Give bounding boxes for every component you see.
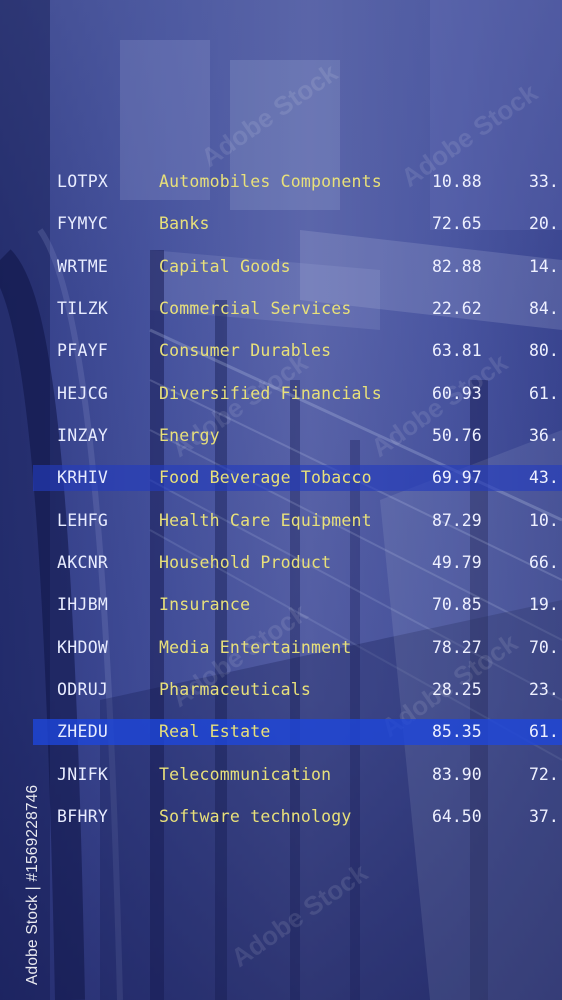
price-value: 63.81 — [432, 341, 482, 360]
change-value: 20. — [529, 214, 559, 233]
sector-name: Software technology — [159, 807, 352, 826]
price-value: 69.97 — [432, 468, 482, 487]
sector-name: Consumer Durables — [159, 341, 332, 360]
price-value: 72.65 — [432, 214, 482, 233]
table-row: WRTME Capital Goods 82.88 14. — [33, 254, 562, 280]
price-value: 83.90 — [432, 765, 482, 784]
change-value: 14. — [529, 257, 559, 276]
price-value: 87.29 — [432, 511, 482, 530]
table-row: ODRUJ Pharmaceuticals 28.25 23. — [33, 677, 562, 703]
ticker-symbol: ODRUJ — [57, 680, 109, 699]
ticker-symbol: KHDOW — [57, 638, 109, 657]
table-row: KRHIV Food Beverage Tobacco 69.97 43. — [33, 465, 562, 491]
sector-name: Real Estate — [159, 722, 271, 741]
ticker-symbol: WRTME — [57, 257, 109, 276]
price-value: 85.35 — [432, 722, 482, 741]
price-value: 82.88 — [432, 257, 482, 276]
change-value: 84. — [529, 299, 559, 318]
price-value: 60.93 — [432, 384, 482, 403]
sector-name: Automobiles Components — [159, 172, 382, 191]
table-row: INZAY Energy 50.76 36. — [33, 423, 562, 449]
ticker-symbol: PFAYF — [57, 341, 109, 360]
price-value: 49.79 — [432, 553, 482, 572]
price-value: 64.50 — [432, 807, 482, 826]
price-value: 10.88 — [432, 172, 482, 191]
table-row: FYMYC Banks 72.65 20. — [33, 211, 562, 237]
table-row: KHDOW Media Entertainment 78.27 70. — [33, 635, 562, 661]
ticker-symbol: FYMYC — [57, 214, 109, 233]
ticker-symbol: BFHRY — [57, 807, 109, 826]
ticker-symbol: AKCNR — [57, 553, 109, 572]
sector-name: Capital Goods — [159, 257, 291, 276]
table-row: TILZK Commercial Services 22.62 84. — [33, 296, 562, 322]
ticker-symbol: TILZK — [57, 299, 109, 318]
ticker-symbol: LOTPX — [57, 172, 109, 191]
change-value: 61. — [529, 722, 559, 741]
ticker-symbol: INZAY — [57, 426, 109, 445]
table-row: PFAYF Consumer Durables 63.81 80. — [33, 338, 562, 364]
sector-name: Household Product — [159, 553, 332, 572]
change-value: 36. — [529, 426, 559, 445]
ticker-symbol: KRHIV — [57, 468, 109, 487]
table-row: ZHEDU Real Estate 85.35 61. — [33, 719, 562, 745]
sector-name: Media Entertainment — [159, 638, 352, 657]
price-value: 22.62 — [432, 299, 482, 318]
sector-name: Food Beverage Tobacco — [159, 468, 372, 487]
sector-name: Commercial Services — [159, 299, 352, 318]
ticker-symbol: LEHFG — [57, 511, 109, 530]
table-row: IHJBM Insurance 70.85 19. — [33, 592, 562, 618]
change-value: 72. — [529, 765, 559, 784]
change-value: 33. — [529, 172, 559, 191]
ticker-symbol: HEJCG — [57, 384, 109, 403]
sector-name: Telecommunication — [159, 765, 332, 784]
table-row: BFHRY Software technology 64.50 37. — [33, 804, 562, 830]
ticker-symbol: JNIFK — [57, 765, 109, 784]
table-row: HEJCG Diversified Financials 60.93 61. — [33, 381, 562, 407]
change-value: 43. — [529, 468, 559, 487]
table-row: AKCNR Household Product 49.79 66. — [33, 550, 562, 576]
ticker-symbol: ZHEDU — [57, 722, 109, 741]
change-value: 10. — [529, 511, 559, 530]
table-row: LOTPX Automobiles Components 10.88 33. — [33, 169, 562, 195]
ticker-symbol: IHJBM — [57, 595, 109, 614]
price-value: 28.25 — [432, 680, 482, 699]
sector-name: Pharmaceuticals — [159, 680, 312, 699]
change-value: 61. — [529, 384, 559, 403]
change-value: 23. — [529, 680, 559, 699]
stock-id-watermark: Adobe Stock | #1569228746 — [24, 784, 41, 985]
change-value: 37. — [529, 807, 559, 826]
sector-name: Diversified Financials — [159, 384, 382, 403]
sector-name: Insurance — [159, 595, 251, 614]
change-value: 19. — [529, 595, 559, 614]
sector-name: Energy — [159, 426, 220, 445]
sector-name: Health Care Equipment — [159, 511, 372, 530]
price-value: 78.27 — [432, 638, 482, 657]
change-value: 80. — [529, 341, 559, 360]
change-value: 66. — [529, 553, 559, 572]
price-value: 70.85 — [432, 595, 482, 614]
price-value: 50.76 — [432, 426, 482, 445]
change-value: 70. — [529, 638, 559, 657]
table-row: JNIFK Telecommunication 83.90 72. — [33, 762, 562, 788]
table-row: LEHFG Health Care Equipment 87.29 10. — [33, 508, 562, 534]
sector-name: Banks — [159, 214, 210, 233]
